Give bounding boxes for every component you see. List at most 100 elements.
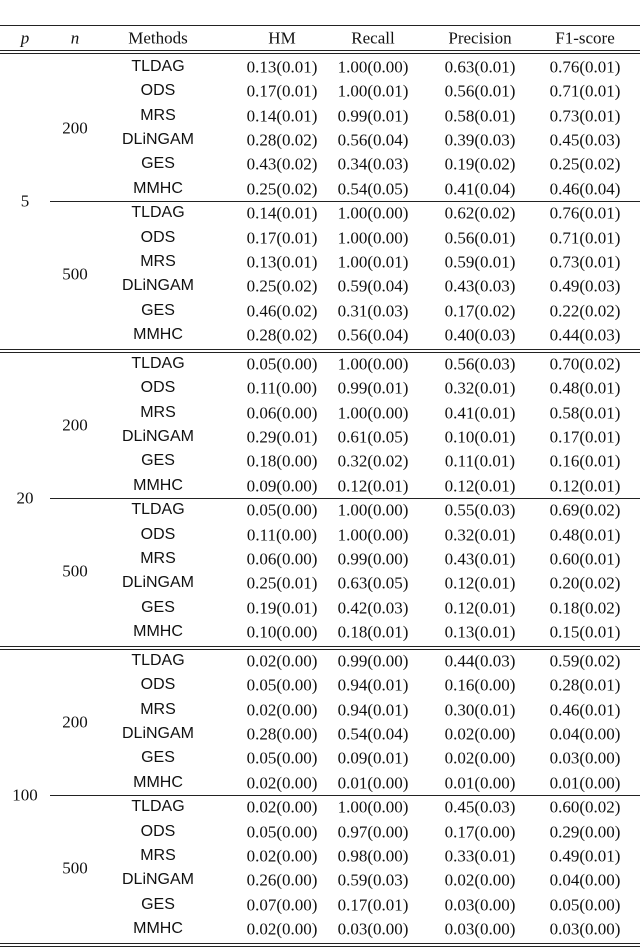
metric-cell: 0.25(0.02): [246, 179, 318, 199]
method-name: DLiNGAM: [121, 871, 195, 889]
metric-cell: 0.22(0.02): [549, 301, 621, 321]
metric-cell: 0.12(0.01): [444, 598, 516, 618]
metric-cell: 0.55(0.03): [444, 500, 516, 520]
metric-cell: 0.43(0.02): [246, 154, 318, 174]
method-name: GES: [141, 452, 175, 470]
rule: [0, 25, 640, 26]
metric-cell: 0.45(0.03): [444, 797, 516, 817]
method-name: MRS: [140, 549, 176, 567]
p-label: 100: [12, 785, 38, 805]
metric-cell: 0.02(0.00): [246, 700, 318, 720]
metric-cell: 0.43(0.03): [444, 276, 516, 296]
method-name: ODS: [140, 379, 176, 397]
metric-cell: 0.03(0.00): [337, 919, 409, 939]
metric-cell: 0.25(0.02): [246, 276, 318, 296]
metric-cell: 0.45(0.03): [549, 130, 621, 150]
header-cell: F1-score: [555, 28, 615, 48]
metric-cell: 0.05(0.00): [246, 748, 318, 768]
metric-cell: 1.00(0.00): [337, 354, 409, 374]
n-label: 500: [62, 561, 88, 581]
rule: [0, 53, 640, 54]
metric-cell: 0.97(0.00): [337, 822, 409, 842]
method-name: GES: [141, 301, 175, 319]
metric-cell: 0.30(0.01): [444, 700, 516, 720]
metric-cell: 0.17(0.02): [444, 301, 516, 321]
method-name: DLiNGAM: [121, 428, 195, 446]
metric-cell: 0.34(0.03): [337, 154, 409, 174]
metric-cell: 0.69(0.02): [549, 500, 621, 520]
rule: [50, 794, 640, 796]
metric-cell: 0.16(0.00): [444, 675, 516, 695]
method-name: MMHC: [133, 919, 183, 937]
metric-cell: 0.33(0.01): [444, 846, 516, 866]
metric-cell: 0.10(0.01): [444, 427, 516, 447]
method-name: TLDAG: [131, 652, 185, 669]
method-name: TLDAG: [131, 798, 185, 816]
metric-cell: 0.99(0.01): [337, 106, 409, 126]
metric-cell: 0.12(0.01): [444, 573, 516, 593]
metric-cell: 0.01(0.00): [444, 773, 516, 793]
metric-cell: 0.03(0.00): [549, 919, 621, 939]
metric-cell: 0.28(0.01): [549, 675, 621, 695]
metric-cell: 0.13(0.01): [444, 622, 516, 642]
header-cell: Methods: [128, 28, 188, 48]
metric-cell: 0.71(0.01): [549, 228, 621, 248]
metric-cell: 0.46(0.04): [549, 179, 621, 199]
metric-cell: 0.43(0.01): [444, 549, 516, 569]
metric-cell: 0.54(0.05): [337, 179, 409, 199]
metric-cell: 1.00(0.00): [337, 403, 409, 423]
metric-cell: 0.25(0.01): [246, 573, 318, 593]
metric-cell: 0.13(0.01): [246, 57, 318, 77]
metric-cell: 1.00(0.00): [337, 228, 409, 248]
metric-cell: 0.39(0.03): [444, 130, 516, 150]
method-name: GES: [141, 155, 175, 173]
method-name: DLiNGAM: [121, 725, 195, 743]
metric-cell: 0.15(0.01): [549, 622, 621, 642]
method-name: TLDAG: [131, 501, 185, 519]
metric-cell: 0.48(0.01): [549, 525, 621, 545]
metric-cell: 0.76(0.01): [549, 203, 621, 223]
header-cell: HM: [268, 28, 296, 48]
metric-cell: 0.17(0.01): [246, 228, 318, 248]
metric-cell: 0.26(0.00): [246, 870, 318, 890]
metric-cell: 0.17(0.01): [246, 81, 318, 101]
metric-cell: 0.14(0.01): [246, 106, 318, 126]
metric-cell: 0.29(0.00): [549, 822, 621, 842]
metric-cell: 0.70(0.02): [549, 354, 621, 374]
method-name: TLDAG: [131, 58, 185, 75]
metric-cell: 1.00(0.01): [337, 252, 409, 272]
method-name: TLDAG: [131, 355, 185, 372]
metric-cell: 0.17(0.01): [337, 895, 409, 915]
metric-cell: 0.99(0.00): [337, 549, 409, 569]
metric-cell: 0.14(0.01): [246, 203, 318, 223]
metric-cell: 0.60(0.02): [549, 797, 621, 817]
header-cell: Recall: [351, 28, 395, 48]
rule: [0, 648, 640, 650]
metric-cell: 0.06(0.00): [246, 549, 318, 569]
header-cell: Precision: [448, 28, 512, 48]
metric-cell: 0.03(0.00): [549, 748, 621, 768]
metric-cell: 0.28(0.02): [246, 325, 318, 345]
metric-cell: 0.32(0.02): [337, 451, 409, 471]
metric-cell: 0.56(0.01): [444, 228, 516, 248]
metric-cell: 0.09(0.01): [337, 748, 409, 768]
metric-cell: 0.03(0.00): [444, 895, 516, 915]
metric-cell: 0.32(0.01): [444, 525, 516, 545]
metric-cell: 0.40(0.03): [444, 325, 516, 345]
metric-cell: 0.44(0.03): [549, 325, 621, 345]
metric-cell: 0.07(0.00): [246, 895, 318, 915]
metric-cell: 0.12(0.01): [549, 476, 621, 496]
metric-cell: 0.04(0.00): [549, 724, 621, 744]
metric-cell: 0.98(0.00): [337, 846, 409, 866]
metric-cell: 0.56(0.04): [337, 325, 409, 345]
method-name: ODS: [140, 82, 176, 100]
metric-cell: 0.63(0.05): [337, 573, 409, 593]
metric-cell: 0.56(0.04): [337, 130, 409, 150]
metric-cell: 0.59(0.01): [444, 252, 516, 272]
metric-cell: 0.17(0.01): [549, 427, 621, 447]
n-label: 500: [62, 858, 88, 878]
metric-cell: 0.63(0.01): [444, 57, 516, 77]
metric-cell: 0.73(0.01): [549, 106, 621, 126]
metric-cell: 0.49(0.01): [549, 846, 621, 866]
